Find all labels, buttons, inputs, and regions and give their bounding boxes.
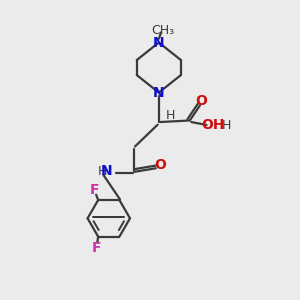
Text: OH: OH [202, 118, 225, 132]
Text: O: O [154, 158, 166, 172]
Text: N: N [153, 85, 165, 100]
Text: H: H [98, 165, 107, 178]
Text: N: N [101, 164, 112, 178]
Text: CH₃: CH₃ [152, 24, 175, 37]
Text: F: F [90, 183, 99, 197]
Text: H: H [165, 109, 175, 122]
Text: F: F [92, 241, 101, 255]
Text: H: H [222, 119, 231, 132]
Text: O: O [196, 94, 208, 108]
Text: N: N [153, 35, 165, 50]
